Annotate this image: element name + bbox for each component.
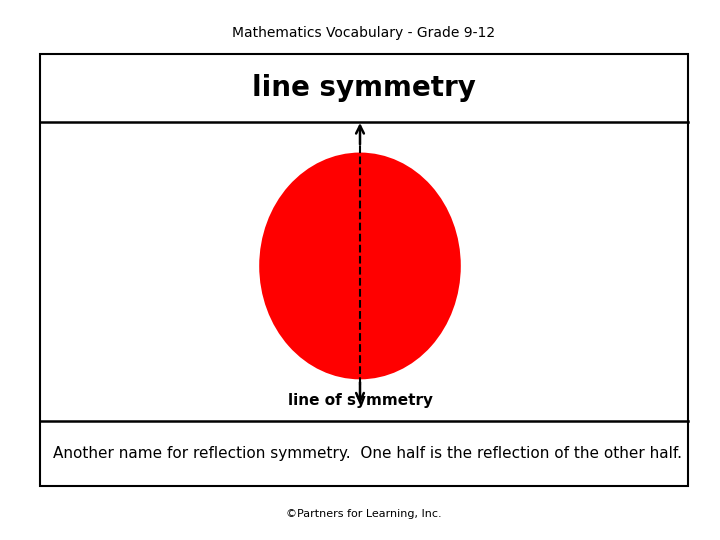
Ellipse shape <box>259 153 461 379</box>
Text: Mathematics Vocabulary - Grade 9-12: Mathematics Vocabulary - Grade 9-12 <box>232 26 495 40</box>
Text: line of symmetry: line of symmetry <box>287 393 433 408</box>
Bar <box>40 54 688 486</box>
Text: ©Partners for Learning, Inc.: ©Partners for Learning, Inc. <box>286 509 441 519</box>
Text: Another name for reflection symmetry.  One half is the reflection of the other h: Another name for reflection symmetry. On… <box>53 446 682 461</box>
Text: line symmetry: line symmetry <box>252 74 475 102</box>
